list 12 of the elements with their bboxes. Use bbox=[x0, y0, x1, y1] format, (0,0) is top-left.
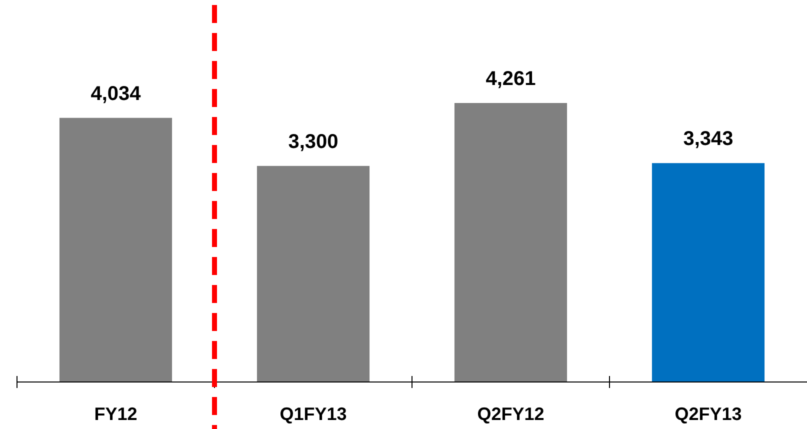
data-label: 4,261 bbox=[486, 68, 536, 90]
data-label: 3,343 bbox=[683, 128, 734, 150]
bar bbox=[454, 103, 568, 382]
bar bbox=[59, 118, 172, 382]
x-tick-label: FY12 bbox=[94, 404, 138, 424]
x-tick-label: Q1FY13 bbox=[280, 404, 347, 424]
bar bbox=[256, 166, 370, 382]
data-label: 4,034 bbox=[90, 82, 142, 105]
x-tick-label: Q2FY12 bbox=[477, 404, 544, 424]
bar bbox=[652, 163, 765, 382]
data-label: 3,300 bbox=[288, 130, 338, 153]
x-tick-label: Q2FY13 bbox=[674, 404, 742, 424]
